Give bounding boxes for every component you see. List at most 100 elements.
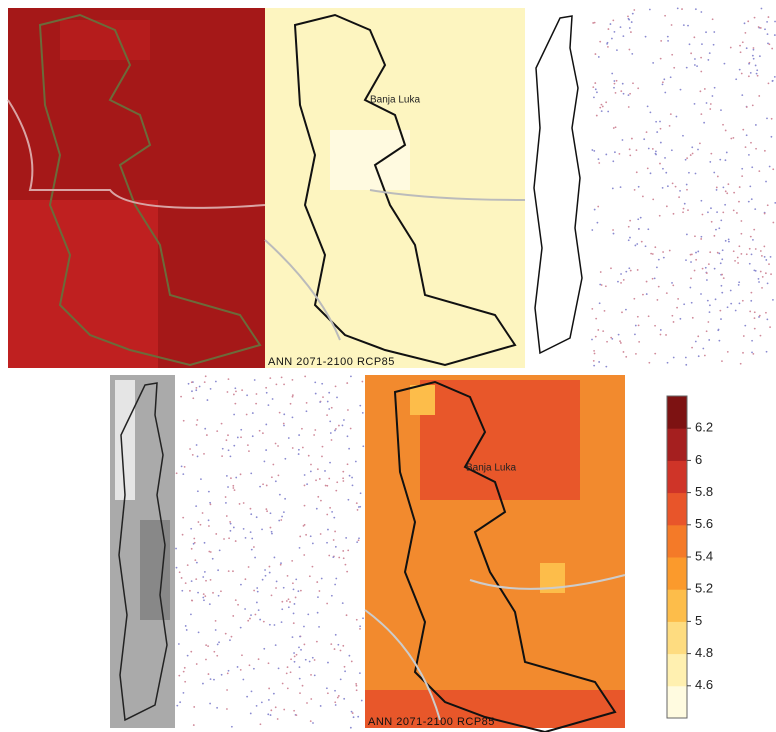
dot xyxy=(620,26,622,28)
dot xyxy=(727,351,729,353)
dot xyxy=(270,709,272,711)
dot xyxy=(689,287,691,289)
dot xyxy=(744,22,746,24)
dot xyxy=(617,281,619,283)
colorbar-band xyxy=(667,396,687,429)
dot xyxy=(357,716,359,718)
dot xyxy=(250,513,252,515)
dot xyxy=(677,298,679,300)
dot xyxy=(260,723,262,725)
dot xyxy=(262,432,264,434)
dot xyxy=(203,593,205,595)
dot xyxy=(700,113,702,115)
dot xyxy=(637,218,639,220)
map-area xyxy=(115,380,135,500)
dot xyxy=(657,299,659,301)
dot xyxy=(231,726,233,728)
dot xyxy=(598,56,600,58)
dot xyxy=(185,625,187,627)
dot xyxy=(720,262,722,264)
dot xyxy=(310,464,312,466)
dot xyxy=(725,159,727,161)
dot xyxy=(231,636,233,638)
dot xyxy=(221,674,223,676)
dot xyxy=(700,71,702,73)
dot xyxy=(730,138,732,140)
dot xyxy=(593,350,595,352)
dot xyxy=(310,535,312,537)
dot xyxy=(753,47,755,49)
dot xyxy=(280,564,282,566)
dot xyxy=(690,261,692,263)
dot xyxy=(221,455,223,457)
dot xyxy=(216,707,218,709)
dot xyxy=(720,318,722,320)
dot xyxy=(620,186,622,188)
dot xyxy=(335,634,337,636)
dot xyxy=(715,298,717,300)
dot xyxy=(631,53,633,55)
dot xyxy=(762,276,764,278)
dot xyxy=(629,220,631,222)
dot xyxy=(210,388,212,390)
dot xyxy=(744,325,746,327)
panel-caption: ANN 2071-2100 RCP85 xyxy=(368,716,495,728)
dot xyxy=(202,597,204,599)
dot xyxy=(760,250,762,252)
dot xyxy=(292,416,294,418)
dot xyxy=(636,149,638,151)
dot xyxy=(690,254,692,256)
dot xyxy=(179,701,181,703)
dot xyxy=(632,82,634,84)
dot xyxy=(647,106,649,108)
dot xyxy=(749,263,751,265)
dot xyxy=(215,381,217,383)
dot xyxy=(629,49,631,51)
dot xyxy=(692,153,694,155)
dot xyxy=(254,379,256,381)
dot xyxy=(232,615,234,617)
dot xyxy=(673,213,675,215)
dot xyxy=(209,603,211,605)
colorbar-tick-label: 5.4 xyxy=(695,548,713,563)
dot xyxy=(695,173,697,175)
dot xyxy=(212,558,214,560)
dot xyxy=(204,542,206,544)
dot xyxy=(296,654,298,656)
dot xyxy=(209,703,211,705)
dot xyxy=(237,437,239,439)
dot xyxy=(256,516,258,518)
dot xyxy=(255,403,257,405)
dot xyxy=(654,353,656,355)
dot xyxy=(619,340,621,342)
dot xyxy=(749,248,751,250)
city-label: Banja Luka xyxy=(466,463,516,474)
dot xyxy=(645,245,647,247)
colorbar-band xyxy=(667,460,687,493)
dot xyxy=(241,654,243,656)
dot xyxy=(283,384,285,386)
dot xyxy=(326,687,328,689)
map-panel-4 xyxy=(110,375,175,728)
dot xyxy=(772,299,774,301)
dot xyxy=(344,670,346,672)
dot xyxy=(735,310,737,312)
dot xyxy=(300,590,302,592)
dot xyxy=(179,571,181,573)
dot xyxy=(761,8,763,10)
dot xyxy=(659,215,661,217)
dot xyxy=(735,78,737,80)
dot xyxy=(702,268,704,270)
dot xyxy=(191,548,193,550)
dot xyxy=(299,678,301,680)
dot xyxy=(271,533,273,535)
dot xyxy=(269,377,271,379)
dot xyxy=(322,446,324,448)
dot xyxy=(319,478,321,480)
dot xyxy=(222,448,224,450)
dot xyxy=(278,668,280,670)
dot xyxy=(352,712,354,714)
dot xyxy=(740,253,742,255)
dot xyxy=(614,83,616,85)
dot xyxy=(287,687,289,689)
